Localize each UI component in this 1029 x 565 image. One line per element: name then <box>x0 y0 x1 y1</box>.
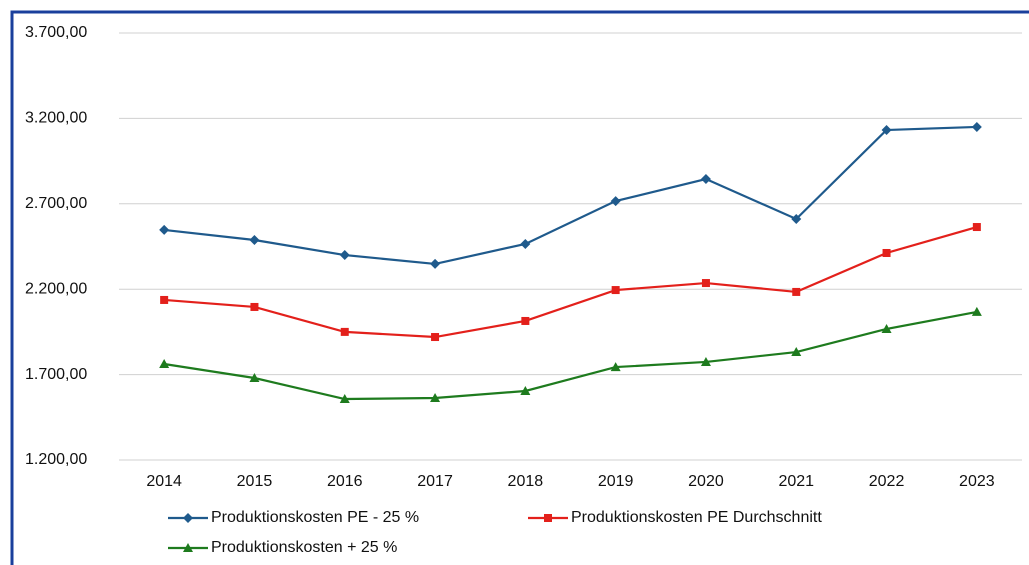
y-tick-label: 2.700,00 <box>25 195 87 212</box>
y-tick-label: 3.200,00 <box>25 110 87 127</box>
point <box>520 238 531 249</box>
point <box>701 279 710 288</box>
point <box>159 359 170 369</box>
point <box>340 327 349 336</box>
point <box>791 214 802 225</box>
point <box>159 224 170 235</box>
point <box>611 286 620 295</box>
point <box>249 373 260 383</box>
x-tick-label: 2021 <box>778 473 814 490</box>
point <box>250 302 259 311</box>
point <box>339 250 350 261</box>
legend-marker <box>183 543 193 552</box>
point <box>430 258 441 269</box>
legend-marker <box>544 514 552 522</box>
legend-label: Produktionskosten PE - 25 % <box>211 509 419 526</box>
legend-label: Produktionskosten + 25 % <box>211 539 397 556</box>
point <box>160 295 169 304</box>
frame <box>10 10 1029 565</box>
point <box>610 196 621 207</box>
y-tick-label: 1.700,00 <box>25 366 87 383</box>
x-tick-label: 2015 <box>237 473 273 490</box>
point <box>882 248 891 257</box>
point <box>881 125 892 136</box>
point <box>430 392 441 402</box>
legend-label: Produktionskosten PE Durchschnitt <box>571 509 822 526</box>
point <box>339 394 350 404</box>
y-tick-label: 1.200,00 <box>25 451 87 468</box>
x-tick-label: 2020 <box>688 473 724 490</box>
point <box>700 356 711 366</box>
point <box>431 333 440 342</box>
series-line <box>164 125 977 266</box>
point <box>972 223 981 232</box>
point <box>791 347 802 357</box>
point <box>881 323 892 333</box>
point <box>249 235 260 246</box>
point <box>971 306 982 316</box>
x-tick-label: 2023 <box>959 473 995 490</box>
x-tick-label: 2022 <box>869 473 905 490</box>
point <box>520 385 531 395</box>
x-tick-label: 2018 <box>508 473 544 490</box>
y-tick-label: 2.200,00 <box>25 280 87 297</box>
legend-marker <box>183 513 193 523</box>
series-line <box>163 310 978 401</box>
point <box>971 121 982 132</box>
x-tick-label: 2014 <box>146 473 182 490</box>
point <box>792 287 801 296</box>
point <box>521 316 530 325</box>
point <box>700 174 711 185</box>
series-line <box>164 225 978 339</box>
x-tick-label: 2019 <box>598 473 634 490</box>
y-tick-label: 3.700,00 <box>25 24 87 41</box>
point <box>610 362 621 372</box>
x-tick-label: 2016 <box>327 473 363 490</box>
x-tick-label: 2017 <box>417 473 453 490</box>
